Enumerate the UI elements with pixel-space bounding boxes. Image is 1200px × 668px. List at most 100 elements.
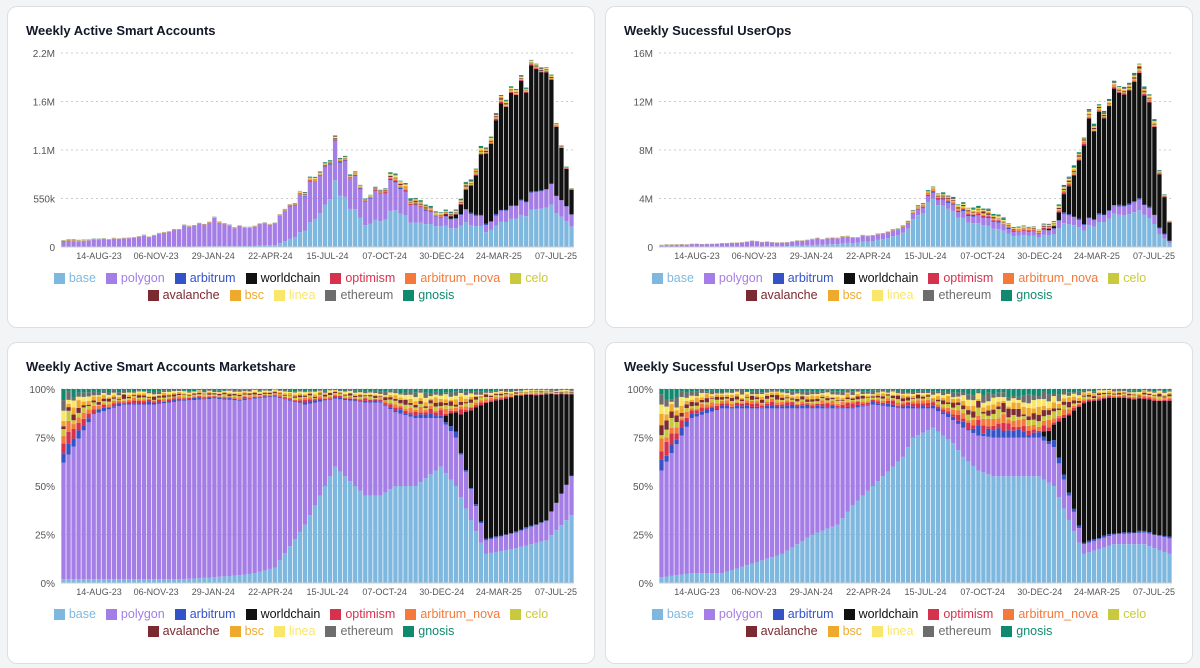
legend-item-celo[interactable]: celo: [510, 271, 548, 285]
legend-item-gnosis[interactable]: gnosis: [403, 624, 454, 638]
legend-item-optimism[interactable]: optimism: [928, 607, 993, 621]
legend-item-optimism[interactable]: optimism: [928, 271, 993, 285]
legend-item-arbitrum[interactable]: arbitrum: [772, 607, 834, 621]
x-tick-label: 29-JAN-24: [790, 587, 833, 597]
legend-item-linea[interactable]: linea: [274, 624, 315, 638]
bar-segment-polygon: [1066, 495, 1072, 520]
legend-item-worldchain[interactable]: worldchain: [245, 271, 320, 285]
legend-item-ethereum[interactable]: ethereum: [325, 288, 393, 302]
legend-item-polygon[interactable]: polygon: [105, 607, 165, 621]
bar-segment-bsc: [337, 391, 343, 393]
legend-label: linea: [289, 288, 316, 302]
bar-segment-bsc: [1061, 398, 1067, 402]
bar-segment-avalanche: [418, 203, 423, 205]
bar-segment-avalanche: [986, 410, 991, 416]
bar-segment-arbitrum: [855, 404, 860, 408]
bar-segment-base: [935, 431, 941, 583]
legend-item-polygon[interactable]: polygon: [703, 271, 763, 285]
legend-item-arbitrum_nova[interactable]: arbitrum_nova: [1003, 271, 1098, 285]
bar-segment-arbitrum_nova: [317, 174, 323, 176]
bar-segment-base: [790, 245, 795, 247]
bar-segment-worldchain: [478, 154, 484, 215]
bar-segment-bsc: [383, 396, 388, 398]
bar-segment-optimism: [850, 403, 855, 408]
legend-item-polygon[interactable]: polygon: [105, 271, 165, 285]
legend-item-base[interactable]: base: [651, 271, 694, 285]
legend-item-base[interactable]: base: [53, 607, 96, 621]
bar-segment-ethereum: [1132, 390, 1137, 393]
legend-item-arbitrum[interactable]: arbitrum: [772, 271, 834, 285]
bar-segment-linea: [458, 200, 464, 202]
legend-item-arbitrum_nova[interactable]: arbitrum_nova: [405, 607, 500, 621]
bar-segment-polygon: [197, 399, 202, 579]
bar-segment-gnosis: [805, 389, 810, 392]
bar-segment-arbitrum_nova: [172, 396, 177, 399]
bar-segment-gnosis: [1011, 227, 1016, 228]
bar-segment-ethereum: [1086, 389, 1092, 392]
bar-segment-linea: [1157, 171, 1162, 172]
legend-item-gnosis[interactable]: gnosis: [1001, 288, 1052, 302]
bar-segment-polygon: [433, 216, 438, 227]
bar-segment-avalanche: [976, 400, 981, 408]
bar-segment-optimism: [1006, 227, 1011, 228]
legend-item-linea[interactable]: linea: [274, 288, 315, 302]
bar-segment-ethereum: [915, 391, 921, 394]
legend-item-optimism[interactable]: optimism: [330, 271, 395, 285]
legend-item-avalanche[interactable]: avalanche: [745, 288, 818, 302]
chart-title: Weekly Active Smart Accounts Marketshare: [26, 359, 296, 374]
legend-item-worldchain[interactable]: worldchain: [245, 607, 320, 621]
legend-item-base[interactable]: base: [53, 271, 96, 285]
legend-item-polygon[interactable]: polygon: [703, 607, 763, 621]
bar-segment-arbitrum: [1076, 218, 1082, 221]
bar-segment-polygon: [182, 225, 187, 247]
legend-item-arbitrum_nova[interactable]: arbitrum_nova: [1003, 607, 1098, 621]
bar-segment-celo: [1076, 156, 1082, 159]
legend-item-celo[interactable]: celo: [510, 607, 548, 621]
bar-segment-linea: [126, 392, 132, 395]
bar-segment-arbitrum: [453, 431, 458, 438]
bar-segment-worldchain: [539, 394, 544, 523]
legend-item-avalanche[interactable]: avalanche: [147, 288, 220, 302]
legend-item-celo[interactable]: celo: [1108, 607, 1146, 621]
legend-item-gnosis[interactable]: gnosis: [403, 288, 454, 302]
bar-segment-polygon: [312, 402, 318, 506]
bar-segment-optimism: [368, 399, 373, 402]
bar-segment-arbitrum: [1122, 205, 1127, 207]
bar-segment-arbitrum: [1026, 231, 1031, 232]
bar-segment-celo: [493, 395, 499, 398]
legend-item-gnosis[interactable]: gnosis: [1001, 624, 1052, 638]
legend-item-arbitrum[interactable]: arbitrum: [174, 607, 236, 621]
legend-item-linea[interactable]: linea: [872, 624, 913, 638]
legend-item-optimism[interactable]: optimism: [330, 607, 395, 621]
bar-segment-arbitrum_nova: [1046, 419, 1051, 428]
legend-item-bsc[interactable]: bsc: [827, 624, 862, 638]
bar-segment-bsc: [1086, 113, 1092, 115]
bar-segment-base: [217, 576, 222, 583]
bar-segment-linea: [961, 204, 966, 205]
legend-item-worldchain[interactable]: worldchain: [843, 607, 918, 621]
legend-item-arbitrum_nova[interactable]: arbitrum_nova: [405, 271, 500, 285]
bar-segment-arbitrum: [368, 197, 373, 199]
legend-item-avalanche[interactable]: avalanche: [147, 624, 220, 638]
legend-item-base[interactable]: base: [651, 607, 694, 621]
legend-item-ethereum[interactable]: ethereum: [923, 288, 991, 302]
legend-item-bsc[interactable]: bsc: [229, 624, 264, 638]
bar-segment-polygon: [473, 215, 479, 227]
legend-item-worldchain[interactable]: worldchain: [843, 271, 918, 285]
legend-item-bsc[interactable]: bsc: [229, 288, 264, 302]
bar-segment-bsc: [709, 395, 714, 399]
bar-segment-optimism: [961, 418, 966, 422]
legend-item-arbitrum[interactable]: arbitrum: [174, 271, 236, 285]
bar-segment-gnosis: [66, 389, 71, 392]
legend-item-celo[interactable]: celo: [1108, 271, 1146, 285]
legend-item-avalanche[interactable]: avalanche: [745, 624, 818, 638]
legend-item-bsc[interactable]: bsc: [827, 288, 862, 302]
bar-segment-arbitrum_nova: [679, 418, 684, 421]
bar-segment-base: [885, 238, 891, 247]
bar-segment-optimism: [739, 403, 745, 407]
bar-segment-worldchain: [1076, 406, 1082, 526]
legend-item-linea[interactable]: linea: [872, 288, 913, 302]
legend-item-ethereum[interactable]: ethereum: [325, 624, 393, 638]
legend-item-ethereum[interactable]: ethereum: [923, 624, 991, 638]
bar-segment-ethereum: [1091, 391, 1097, 394]
